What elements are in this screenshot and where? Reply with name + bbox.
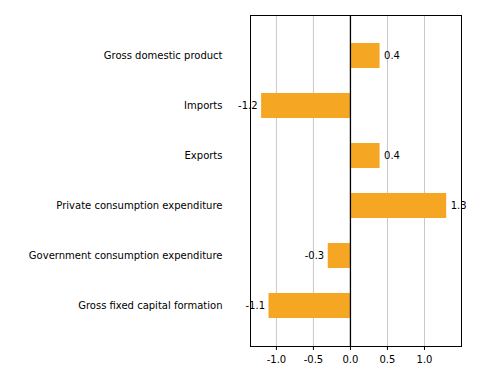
- svg-text:1.3: 1.3: [451, 200, 467, 211]
- svg-text:0.5: 0.5: [380, 354, 396, 365]
- svg-text:1.0: 1.0: [417, 354, 433, 365]
- svg-text:-1.0: -1.0: [267, 354, 287, 365]
- svg-text:Government consumption expendi: Government consumption expenditure: [29, 250, 223, 261]
- svg-text:Private consumption expenditur: Private consumption expenditure: [56, 200, 222, 211]
- svg-text:Gross fixed capital formation: Gross fixed capital formation: [78, 300, 222, 311]
- svg-text:Imports: Imports: [184, 100, 222, 111]
- svg-text:0.4: 0.4: [384, 150, 400, 161]
- svg-text:0.0: 0.0: [342, 354, 358, 365]
- svg-text:-1.2: -1.2: [238, 100, 258, 111]
- svg-text:0.4: 0.4: [384, 50, 400, 61]
- svg-text:-0.3: -0.3: [305, 250, 325, 261]
- svg-text:-1.1: -1.1: [245, 300, 265, 311]
- svg-text:Gross domestic product: Gross domestic product: [104, 50, 223, 61]
- svg-text:Exports: Exports: [185, 150, 223, 161]
- svg-text:-0.5: -0.5: [304, 354, 324, 365]
